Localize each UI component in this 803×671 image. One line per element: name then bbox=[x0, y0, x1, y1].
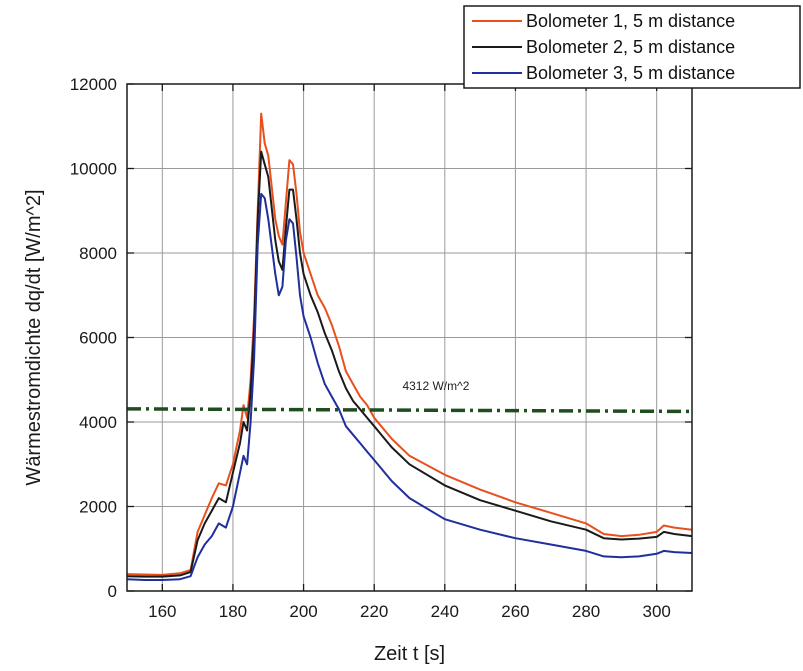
legend-label: Bolometer 1, 5 m distance bbox=[526, 11, 735, 31]
x-tick-label: 160 bbox=[148, 602, 176, 621]
y-tick-label: 8000 bbox=[79, 244, 117, 263]
x-tick-label: 180 bbox=[219, 602, 247, 621]
series-line-bolometer-3 bbox=[126, 192, 693, 581]
y-axis-title: Wärmestromdichte dq/dt [W/m^2] bbox=[23, 189, 45, 485]
series-lines bbox=[126, 112, 693, 581]
legend: Bolometer 1, 5 m distance Bolometer 2, 5 … bbox=[463, 5, 801, 89]
reference-line-label: 4312 W/m^2 bbox=[402, 379, 469, 393]
y-tick-label: 0 bbox=[108, 582, 117, 601]
legend-label: Bolometer 3, 5 m distance bbox=[526, 63, 735, 83]
y-tick-label: 4000 bbox=[79, 413, 117, 432]
x-tick-label: 300 bbox=[643, 602, 671, 621]
series-line-bolometer-2 bbox=[126, 150, 693, 578]
y-tick-label: 12000 bbox=[70, 75, 117, 94]
x-axis-title: Zeit t [s] bbox=[374, 643, 445, 665]
y-tick-label: 2000 bbox=[79, 498, 117, 517]
x-tick-label: 240 bbox=[431, 602, 459, 621]
axis-ticks: 160 180 200 220 240 260 280 300 0 2000 4000 6000 800… bbox=[70, 75, 692, 621]
y-tick-label: 6000 bbox=[79, 329, 117, 348]
x-tick-label: 220 bbox=[360, 602, 388, 621]
legend-label: Bolometer 2, 5 m distance bbox=[526, 37, 735, 57]
x-tick-label: 260 bbox=[501, 602, 529, 621]
reference-line-group: 4312 W/m^2 bbox=[126, 379, 693, 414]
x-tick-label: 200 bbox=[289, 602, 317, 621]
y-tick-label: 10000 bbox=[70, 160, 117, 179]
x-tick-label: 280 bbox=[572, 602, 600, 621]
series-line-bolometer-1 bbox=[126, 112, 693, 576]
reference-line bbox=[126, 407, 693, 414]
grid bbox=[127, 84, 692, 591]
